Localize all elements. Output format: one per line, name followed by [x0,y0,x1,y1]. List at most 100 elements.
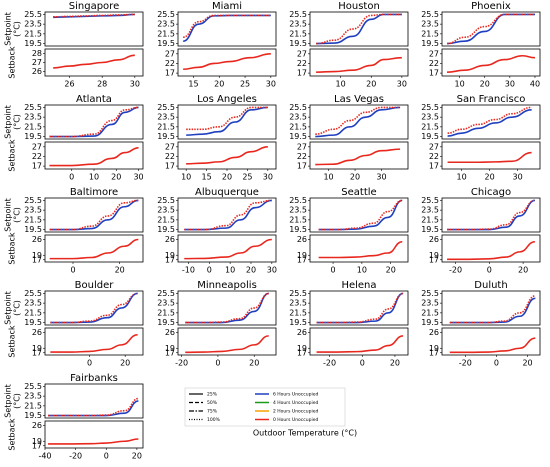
x-tick-label: 30 [513,173,523,182]
axes-frame [177,290,277,326]
panel-title: Los Angeles [197,94,257,105]
y-tick-label: 17 [165,255,175,264]
x-tick-label: -10 [182,266,195,275]
setpoint-line [49,106,139,138]
y-tick-label: 17 [32,348,42,357]
setpoint-line [185,292,269,324]
y-tick-label: 21.5 [421,215,439,224]
y-tick-label: 17 [429,162,439,171]
y-tick-label: 17 [429,348,439,357]
y-tick-label: 17 [165,69,175,78]
axes-frame [177,11,277,47]
y-axis-label: Setback [8,46,17,79]
y-axis-unit: (°C) [13,114,22,130]
axes-frame [309,104,409,140]
y-tick-label: 26 [32,67,42,76]
legend-label: 50% [207,400,218,406]
y-axis-label: Setpoint [4,105,13,139]
legend-label: 100% [207,417,221,423]
y-tick-label: 23.5 [421,113,439,122]
x-tick-label: 20 [366,80,376,89]
y-tick-label: 17 [297,348,307,357]
x-tick-label: 0 [215,359,220,368]
x-tick-label: 30 [130,80,140,89]
y-tick-label: 23.5 [289,20,307,29]
axes-frame [309,197,409,233]
y-tick-label: 17 [429,69,439,78]
x-tick-label: 20 [386,266,396,275]
y-tick-label: 19.5 [289,318,307,327]
setback-line [183,53,271,71]
y-tick-label: 23.5 [24,299,42,308]
y-tick-label: 17 [165,348,175,357]
panel-title: Seattle [341,187,376,198]
axes-frame [177,104,277,140]
y-tick-label: 19.5 [157,225,175,234]
axes-frame [44,234,144,263]
setpoint-line [185,292,269,324]
axes-frame [44,327,144,356]
axes-frame [44,11,144,47]
setpoint-line [48,400,139,417]
y-tick-label: 19 [429,251,439,260]
y-tick-label: 27 [165,49,175,58]
y-tick-label: 19.5 [157,39,175,48]
setback-line [449,337,536,354]
setpoint-line [316,13,402,45]
y-tick-label: 21.5 [157,308,175,317]
y-tick-label: 21.5 [289,308,307,317]
y-tick-label: 23.5 [157,20,175,29]
axes-frame [441,234,541,263]
setpoint-line [447,106,532,134]
x-tick-label: 20 [222,173,232,182]
y-tick-label: 25.5 [421,196,439,205]
setpoint-line [446,13,535,45]
setback-line [50,333,138,353]
x-tick-label: 0 [494,359,499,368]
setpoint-line [315,106,401,138]
y-tick-label: 25.5 [421,103,439,112]
x-tick-label: -20 [69,452,82,461]
setback-line [447,54,535,73]
y-tick-label: 26 [429,328,439,337]
axes-frame [44,197,144,233]
y-tick-label: 19.5 [24,132,42,141]
y-tick-label: 25.5 [24,382,42,391]
setpoint-line [50,292,138,324]
y-tick-label: 27 [297,142,307,151]
x-tick-label: 20 [111,173,121,182]
y-axis-label: Setpoint [4,198,13,232]
axes-frame [441,104,541,140]
y-tick-label: 19 [165,251,175,260]
y-tick-label: 19 [429,344,439,353]
y-tick-label: 25.5 [421,289,439,298]
y-tick-label: 19.5 [24,411,42,420]
setpoint-line [316,292,404,324]
x-tick-label: 30 [133,173,143,182]
y-tick-label: 19.5 [421,132,439,141]
x-tick-label: 30 [263,173,273,182]
x-tick-label: 30 [267,266,277,275]
y-tick-label: 27 [165,142,175,151]
x-tick-label: -20 [175,359,188,368]
panel-title: Phoenix [471,1,511,12]
y-tick-label: 21.5 [289,122,307,131]
y-tick-label: 25.5 [24,289,42,298]
axes-frame [44,420,144,449]
panel-title: Baltimore [70,187,118,198]
y-tick-label: 22 [297,152,307,161]
x-tick-label: 20 [132,452,142,461]
y-tick-label: 17 [297,255,307,264]
y-tick-label: 27 [297,49,307,58]
y-axis-label: Setback [8,325,17,358]
y-tick-label: 22 [165,152,175,161]
setpoint-line [447,109,532,137]
legend-label: 2 Hours Unoccupied [273,409,318,415]
x-tick-label: 30 [266,80,276,89]
y-tick-label: 21.5 [24,308,42,317]
setpoint-line [447,199,536,231]
y-tick-label: 21.5 [421,29,439,38]
y-tick-label: 17 [297,69,307,78]
x-tick-label: 10 [457,173,467,182]
y-tick-label: 19.5 [24,225,42,234]
